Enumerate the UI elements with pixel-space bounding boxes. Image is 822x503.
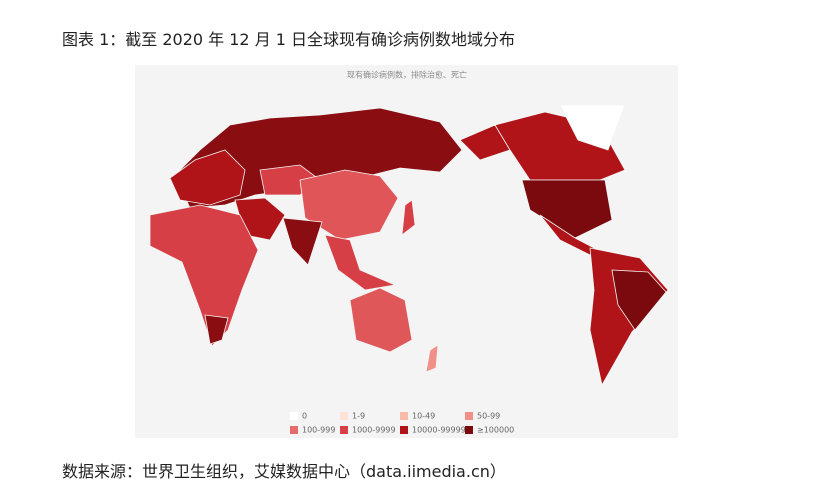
eurasia xyxy=(174,107,463,209)
legend: 0 1-9 10-49 50-99 100-999 1000-9999 10000-9999… xyxy=(290,412,514,435)
new-zealand xyxy=(425,344,439,373)
legend-swatch xyxy=(340,426,348,434)
title: 图表 1：截至 2020 年 12 月 1 日全球现有确诊病例数地域分布 xyxy=(62,30,516,49)
europe xyxy=(169,149,246,206)
map-subtitle: 现有确诊病例数，排除治愈、死亡 xyxy=(347,70,467,80)
legend-label: 100-999 xyxy=(302,426,335,435)
legend-label: 1000-9999 xyxy=(352,426,396,435)
legend-swatch xyxy=(465,426,473,434)
se-asia xyxy=(324,234,397,291)
legend-label: 50-99 xyxy=(477,412,500,421)
legend-label: ≥100000 xyxy=(477,426,514,435)
usa xyxy=(521,179,613,239)
greenland xyxy=(559,104,626,151)
legend-swatch xyxy=(400,426,408,434)
legend-swatch xyxy=(290,412,298,420)
legend-swatch xyxy=(400,412,408,420)
legend-swatch xyxy=(465,412,473,420)
legend-label: 1-9 xyxy=(352,412,365,421)
australia xyxy=(349,287,413,353)
legend-swatch xyxy=(290,426,298,434)
india xyxy=(282,217,323,266)
legend-label: 10000-99999 xyxy=(412,426,466,435)
japan xyxy=(401,199,416,236)
legend-label: 10-49 xyxy=(412,412,435,421)
south-africa xyxy=(204,314,229,345)
legend-swatch xyxy=(340,412,348,420)
map: 现有确诊病例数，排除治愈、死亡 0 1-9 10-49 50-99 100-999 100… xyxy=(135,65,678,438)
source: 数据来源：世界卫生组织，艾媒数据中心（data.iimedia.cn） xyxy=(62,462,506,481)
africa xyxy=(149,204,259,347)
land xyxy=(149,104,669,387)
legend-label: 0 xyxy=(302,412,307,421)
brazil xyxy=(611,269,667,331)
